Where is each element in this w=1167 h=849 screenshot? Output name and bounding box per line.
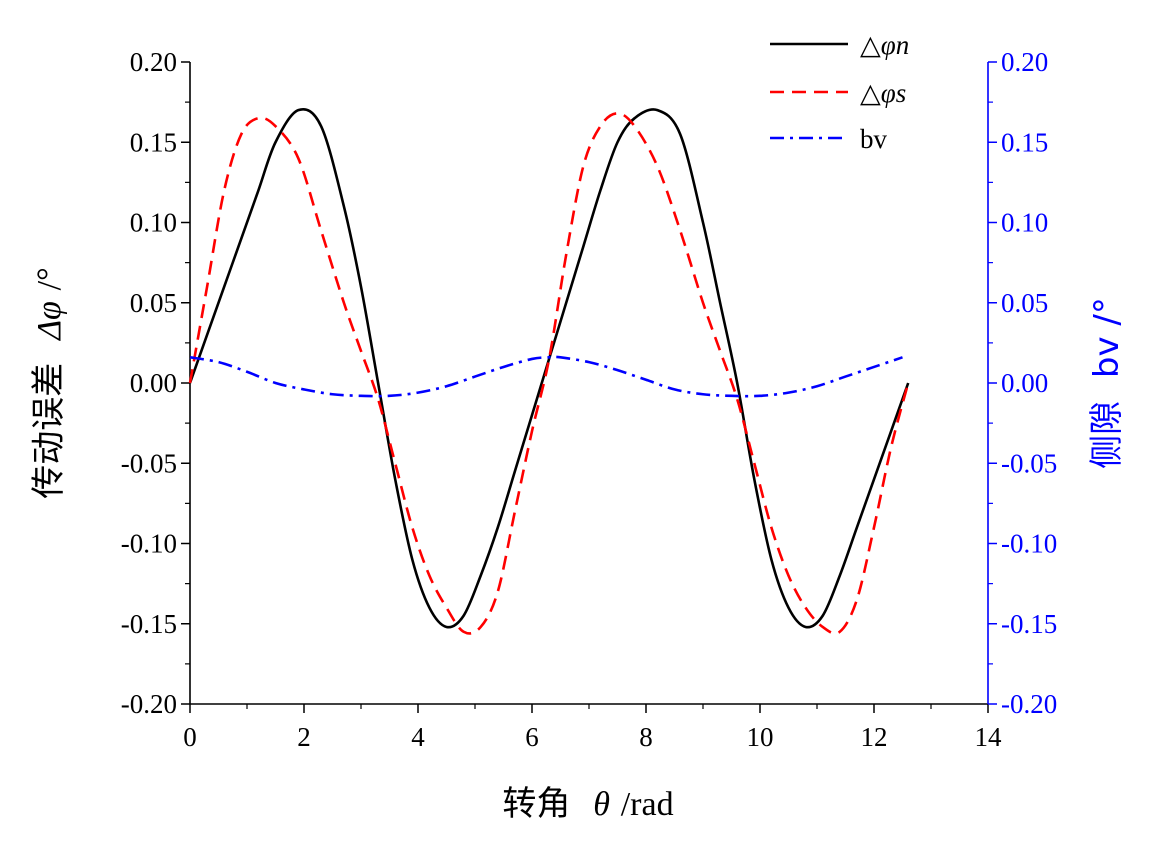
legend-label-prefix: △ xyxy=(860,30,881,60)
legend-label-1: △φs xyxy=(860,78,906,108)
y-left-tick-label: 0.00 xyxy=(130,368,177,398)
x-tick-label: 14 xyxy=(975,722,1003,752)
series-line-0 xyxy=(188,107,910,629)
x-axis-title-unit: /rad xyxy=(621,786,674,823)
y-left-tick-label: 0.05 xyxy=(130,288,177,318)
y-axis-right-title-prefix: 侧隙 xyxy=(1087,401,1127,469)
y-right-tick-label: 0.15 xyxy=(1001,127,1048,157)
legend-label-2: bv xyxy=(860,124,888,154)
x-tick-label: 0 xyxy=(183,722,197,752)
y-right-tick-label: 0.00 xyxy=(1001,368,1048,398)
plot-frame xyxy=(189,62,989,705)
legend-label-prefix: △ xyxy=(860,78,881,108)
y-axis-right-title: 侧隙 bv /° xyxy=(1087,297,1127,469)
x-axis-title: 转角 θ /rad xyxy=(502,784,673,824)
y-axis-left-title: 传动误差 Δφ /° xyxy=(29,267,69,498)
x-tick-label: 10 xyxy=(747,722,774,752)
legend-label-symbol: φs xyxy=(881,78,906,108)
y-left-tick-label: -0.05 xyxy=(121,448,177,478)
series-line-2 xyxy=(189,355,903,398)
x-tick-label: 8 xyxy=(639,722,653,752)
y-left-tick-label: 0.10 xyxy=(130,208,177,238)
y-axis-left: -0.20 -0.15 -0.10 -0.05 0.00 0.05 0.10 0.15 0.20 xyxy=(121,47,190,719)
legend-label-0: △φn xyxy=(860,30,909,60)
y-left-tick-label: 0.20 xyxy=(130,47,177,77)
y-right-tick-label: -0.15 xyxy=(1001,609,1057,639)
y-axis-left-title-unit: /° xyxy=(31,267,68,290)
y-right-tick-label: -0.05 xyxy=(1001,448,1057,478)
y-right-tick-label: 0.05 xyxy=(1001,288,1048,318)
y-axis-right-title-unit: /° xyxy=(1087,297,1127,325)
x-tick-label: 4 xyxy=(411,722,425,752)
series-line-1 xyxy=(188,112,910,635)
x-tick-label: 12 xyxy=(861,722,888,752)
y-axis-left-title-symbol: Δφ xyxy=(31,301,68,342)
y-axis-right-title-symbol: bv xyxy=(1087,336,1127,378)
y-right-tick-label: -0.10 xyxy=(1001,529,1057,559)
x-axis-title-symbol: θ xyxy=(593,786,610,823)
y-left-tick-label: -0.10 xyxy=(121,529,177,559)
x-axis-title-prefix: 转角 xyxy=(502,784,570,824)
x-tick-label: 6 xyxy=(525,722,539,752)
y-right-tick-label: 0.20 xyxy=(1001,47,1048,77)
series-layer xyxy=(188,107,910,635)
y-right-tick-label: 0.10 xyxy=(1001,208,1048,238)
y-left-tick-label: -0.20 xyxy=(121,689,177,719)
y-left-tick-label: -0.15 xyxy=(121,609,177,639)
x-tick-label: 2 xyxy=(297,722,311,752)
legend-label-symbol: φn xyxy=(881,30,909,60)
y-left-tick-label: 0.15 xyxy=(130,127,177,157)
x-axis: 0 2 4 6 8 10 12 14 xyxy=(183,704,1002,752)
y-axis-right: -0.20 -0.15 -0.10 -0.05 0.00 0.05 0.10 0.15 0.20 xyxy=(988,47,1057,719)
y-axis-left-title-prefix: 传动误差 xyxy=(29,363,69,499)
y-right-tick-label: -0.20 xyxy=(1001,689,1057,719)
